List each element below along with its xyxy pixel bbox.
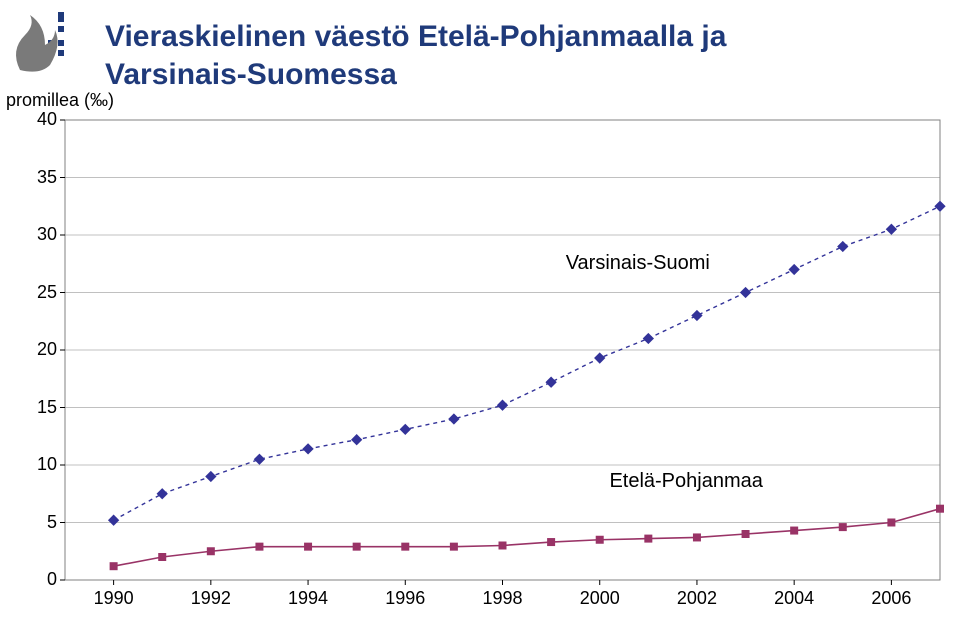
- x-tick-label: 2000: [570, 588, 630, 609]
- series-label-varsinais-suomi: Varsinais-Suomi: [566, 252, 710, 275]
- chart-area: 0 5 10 15 20 25 30 35 40 1990 1992 1994 1996 1998 200…: [10, 110, 950, 630]
- x-tick-label: 1990: [84, 588, 144, 609]
- x-tick-label: 2002: [667, 588, 727, 609]
- y-tick-label: 30: [17, 224, 57, 245]
- y-tick-label: 5: [17, 512, 57, 533]
- y-tick-label: 25: [17, 282, 57, 303]
- y-tick-label: 35: [17, 167, 57, 188]
- series-label-etel--pohjanmaa: Etelä-Pohjanmaa: [609, 470, 762, 493]
- y-tick-label: 0: [17, 569, 57, 590]
- y-tick-label: 20: [17, 339, 57, 360]
- title-line-2: Varsinais-Suomessa: [105, 58, 397, 91]
- title-line-1: Vieraskielinen väestö Etelä-Pohjanmaalla…: [105, 20, 726, 53]
- chart-svg: [10, 110, 950, 630]
- y-tick-label: 10: [17, 454, 57, 475]
- x-tick-label: 1998: [473, 588, 533, 609]
- x-tick-label: 2004: [764, 588, 824, 609]
- y-tick-label: 15: [17, 397, 57, 418]
- chart-title: Vieraskielinen väestö Etelä-Pohjanmaalla…: [105, 18, 726, 93]
- slide: Vieraskielinen väestö Etelä-Pohjanmaalla…: [0, 0, 960, 636]
- y-tick-label: 40: [17, 109, 57, 130]
- x-tick-label: 1992: [181, 588, 241, 609]
- x-tick-label: 1994: [278, 588, 338, 609]
- y-axis-label: promillea (‰): [6, 90, 114, 111]
- x-tick-label: 2006: [861, 588, 921, 609]
- logo: [10, 10, 80, 80]
- x-tick-label: 1996: [375, 588, 435, 609]
